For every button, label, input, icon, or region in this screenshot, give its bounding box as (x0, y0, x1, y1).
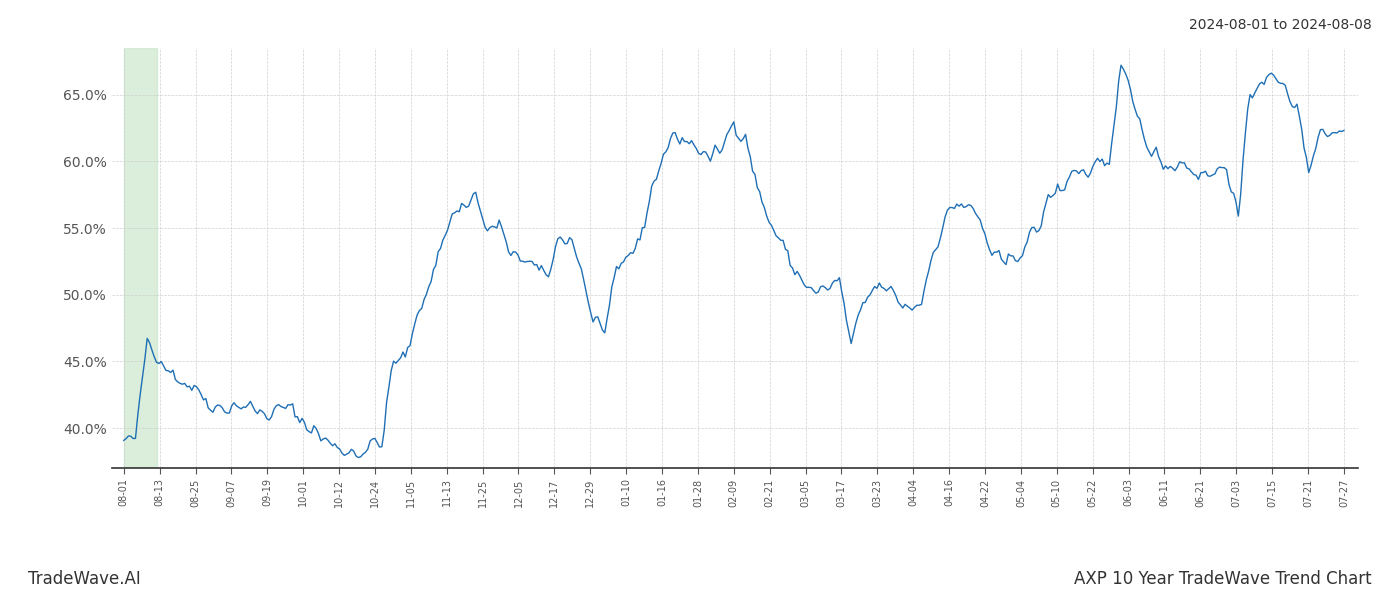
Text: TradeWave.AI: TradeWave.AI (28, 570, 141, 588)
Bar (123, 48, 157, 468)
Text: 2024-08-01 to 2024-08-08: 2024-08-01 to 2024-08-08 (1189, 18, 1372, 32)
Text: AXP 10 Year TradeWave Trend Chart: AXP 10 Year TradeWave Trend Chart (1074, 570, 1372, 588)
